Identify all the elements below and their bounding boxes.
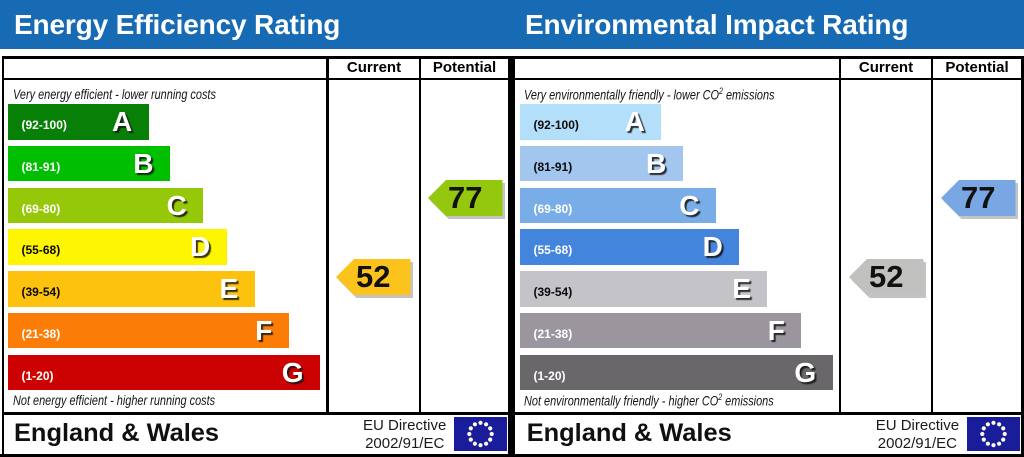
svg-text:52: 52 xyxy=(869,259,903,294)
svg-text:77: 77 xyxy=(448,180,482,215)
svg-text:77: 77 xyxy=(960,180,994,215)
svg-text:52: 52 xyxy=(356,259,390,294)
